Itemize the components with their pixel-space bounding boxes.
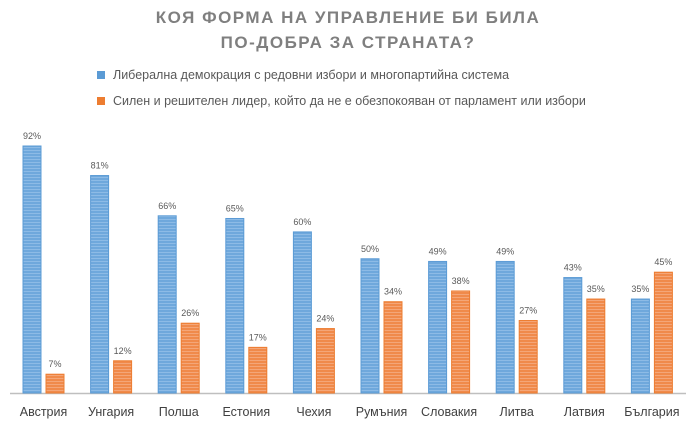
data-label: 92% bbox=[23, 131, 41, 141]
legend-item-series-1: Либерална демокрация с редовни избори и … bbox=[97, 68, 509, 82]
data-label: 49% bbox=[496, 246, 514, 256]
x-tick-label: Литва bbox=[500, 405, 534, 419]
bar-democracy-1 bbox=[90, 175, 110, 394]
bar-strong-leader-8 bbox=[586, 298, 606, 394]
data-label: 35% bbox=[631, 284, 649, 294]
data-label: 65% bbox=[226, 203, 244, 213]
legend-label: Либерална демокрация с редовни избори и … bbox=[113, 68, 510, 82]
bar-strong-leader-5 bbox=[383, 301, 403, 394]
bar-strong-leader-7 bbox=[518, 320, 538, 394]
legend-swatch-orange bbox=[97, 97, 105, 105]
data-label: 27% bbox=[519, 306, 537, 316]
x-tick-label: България bbox=[624, 405, 679, 419]
bar-democracy-4 bbox=[292, 231, 312, 394]
bar-strong-leader-1 bbox=[113, 360, 133, 394]
legend-item-series-2: Силен и решителен лидер, който да не е о… bbox=[97, 94, 586, 108]
bar-democracy-8 bbox=[563, 277, 583, 394]
data-label: 34% bbox=[384, 287, 402, 297]
chart-title-line-2: ПО-ДОБРА ЗА СТРАНАТА? bbox=[220, 33, 476, 52]
data-label: 24% bbox=[316, 314, 334, 324]
x-tick-label: Латвия bbox=[564, 405, 605, 419]
bar-democracy-0 bbox=[22, 145, 42, 394]
data-label: 49% bbox=[429, 246, 447, 256]
x-tick-label: Румъния bbox=[356, 405, 408, 419]
bar-strong-leader-2 bbox=[180, 322, 200, 394]
legend-swatch-blue bbox=[97, 71, 105, 79]
bar-democracy-5 bbox=[360, 258, 380, 394]
data-label: 60% bbox=[293, 217, 311, 227]
data-label: 45% bbox=[654, 257, 672, 267]
x-tick-label: Словакия bbox=[421, 405, 477, 419]
x-tick-label: Австрия bbox=[20, 405, 68, 419]
bar-strong-leader-4 bbox=[315, 328, 335, 394]
x-tick-label: Чехия bbox=[296, 405, 331, 419]
x-tick-label: Полша bbox=[159, 405, 199, 419]
data-label: 7% bbox=[48, 359, 61, 369]
bar-democracy-9 bbox=[630, 298, 650, 394]
bar-democracy-2 bbox=[157, 215, 177, 394]
bar-democracy-6 bbox=[428, 260, 448, 394]
data-label: 17% bbox=[249, 332, 267, 342]
data-label: 50% bbox=[361, 244, 379, 254]
bar-strong-leader-9 bbox=[653, 271, 673, 394]
data-label: 35% bbox=[587, 284, 605, 294]
data-label: 12% bbox=[114, 346, 132, 356]
data-label: 26% bbox=[181, 308, 199, 318]
x-tick-label: Унгария bbox=[88, 405, 134, 419]
bar-strong-leader-3 bbox=[248, 346, 268, 394]
bar-strong-leader-0 bbox=[45, 373, 65, 394]
bar-democracy-7 bbox=[495, 260, 515, 394]
bar-democracy-3 bbox=[225, 217, 245, 394]
chart-title-line-1: КОЯ ФОРМА НА УПРАВЛЕНИЕ БИ БИЛА bbox=[155, 8, 541, 27]
legend-label: Силен и решителен лидер, който да не е о… bbox=[113, 94, 586, 108]
data-label: 66% bbox=[158, 201, 176, 211]
data-label: 81% bbox=[91, 161, 109, 171]
x-tick-label: Естония bbox=[222, 405, 270, 419]
data-label: 38% bbox=[452, 276, 470, 286]
bar-strong-leader-6 bbox=[451, 290, 471, 394]
data-label: 43% bbox=[564, 263, 582, 273]
